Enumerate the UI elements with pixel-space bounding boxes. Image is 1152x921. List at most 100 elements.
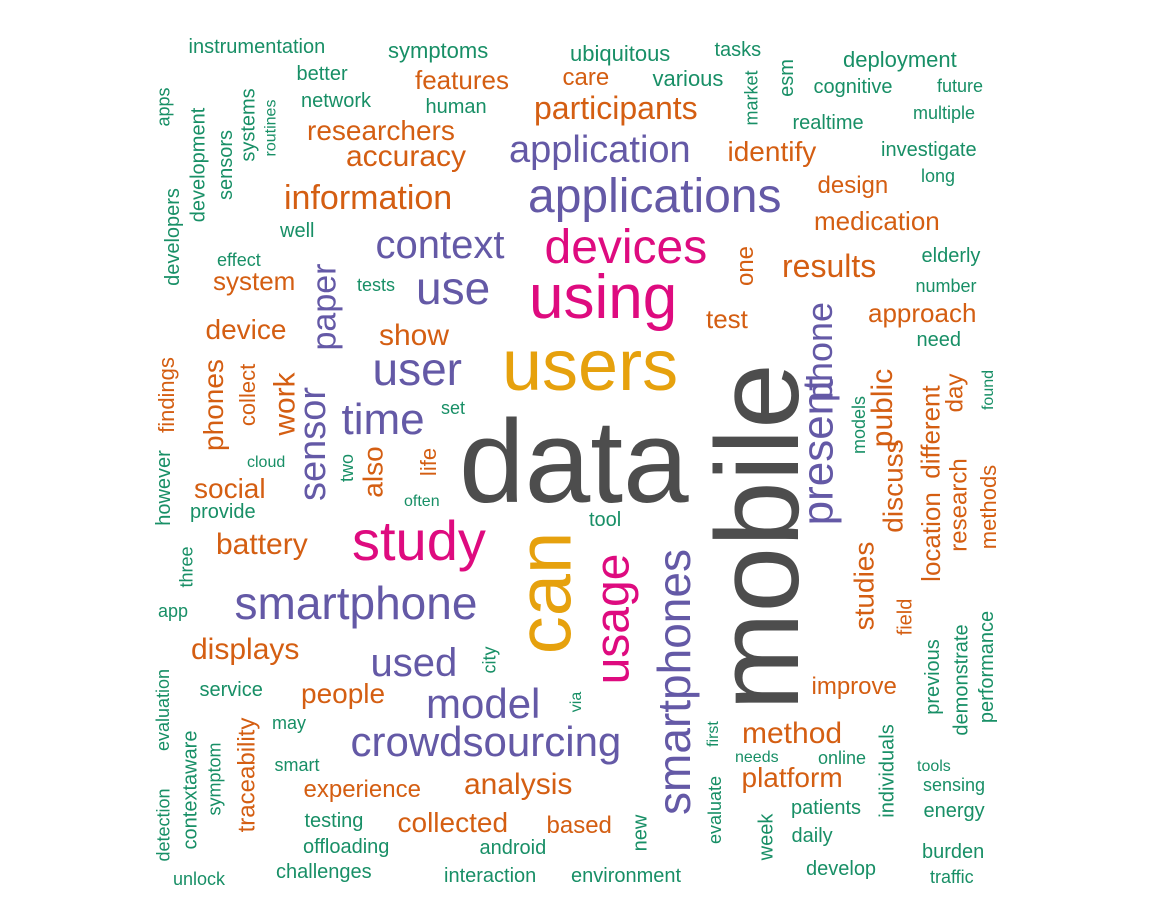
word-public: public bbox=[866, 368, 900, 448]
word-better: better bbox=[296, 63, 348, 85]
word-apps: apps bbox=[153, 87, 174, 127]
word-energy: energy bbox=[923, 800, 985, 822]
word-studies: studies bbox=[847, 541, 879, 631]
word-users: users bbox=[502, 326, 679, 406]
word-can: can bbox=[501, 531, 587, 655]
word-smartphone: smartphone bbox=[234, 577, 478, 629]
word-daily: daily bbox=[791, 825, 833, 847]
word-collected: collected bbox=[397, 807, 509, 838]
word-experience: experience bbox=[303, 776, 421, 803]
word-methods: methods bbox=[976, 464, 1002, 550]
word-evaluation: evaluation bbox=[153, 668, 174, 752]
word-work: work bbox=[268, 372, 302, 436]
word-model: model bbox=[426, 680, 541, 727]
word-participants: participants bbox=[534, 90, 698, 126]
word-features: features bbox=[415, 65, 509, 95]
word-routines: routines bbox=[261, 99, 279, 157]
word-context: context bbox=[375, 223, 505, 267]
word-investigate: investigate bbox=[881, 139, 977, 161]
word-offloading: offloading bbox=[303, 836, 390, 858]
word-environment: environment bbox=[571, 865, 682, 887]
word-usage: usage bbox=[585, 553, 639, 685]
word-challenges: challenges bbox=[276, 861, 372, 883]
word-care: care bbox=[562, 64, 610, 91]
word-people: people bbox=[301, 678, 386, 709]
word-smartphones: smartphones bbox=[647, 549, 700, 815]
word-individuals: individuals bbox=[876, 724, 899, 818]
word-burden: burden bbox=[922, 841, 985, 863]
word-different: different bbox=[915, 385, 946, 479]
word-service: service bbox=[199, 679, 263, 701]
word-device: device bbox=[205, 314, 287, 345]
word-discuss: discuss bbox=[877, 439, 909, 533]
word-provide: provide bbox=[190, 501, 256, 523]
word-field: field bbox=[893, 598, 916, 636]
word-tests: tests bbox=[357, 275, 396, 295]
word-market: market bbox=[741, 70, 762, 126]
word-network: network bbox=[301, 90, 372, 112]
word-systems: systems bbox=[237, 88, 260, 162]
word-app: app bbox=[158, 601, 189, 621]
word-used: used bbox=[370, 641, 458, 685]
word-smart: smart bbox=[274, 755, 320, 775]
word-identify: identify bbox=[727, 136, 817, 167]
word-data: data bbox=[459, 396, 689, 528]
word-findings: findings bbox=[153, 357, 179, 433]
word-results: results bbox=[782, 248, 877, 284]
word-day: day bbox=[940, 373, 968, 413]
word-tools: tools bbox=[917, 758, 951, 775]
word-sensing: sensing bbox=[923, 775, 986, 795]
word-patients: patients bbox=[791, 797, 862, 819]
word-tool: tool bbox=[589, 509, 622, 531]
word-future: future bbox=[937, 76, 984, 96]
word-detection: detection bbox=[153, 788, 174, 862]
word-also: also bbox=[357, 446, 389, 498]
word-traffic: traffic bbox=[930, 867, 974, 887]
word-paper: paper bbox=[304, 263, 343, 351]
word-cognitive: cognitive bbox=[813, 76, 893, 98]
word-phones: phones bbox=[197, 359, 229, 451]
word-crowdsourcing: crowdsourcing bbox=[350, 718, 622, 765]
word-based: based bbox=[546, 812, 612, 839]
word-information: information bbox=[284, 179, 453, 217]
word-instrumentation: instrumentation bbox=[188, 36, 326, 58]
word-demonstrate: demonstrate bbox=[950, 624, 973, 736]
word-first: first bbox=[704, 721, 722, 747]
word-human: human bbox=[425, 96, 487, 118]
word-approach: approach bbox=[868, 298, 977, 328]
word-displays: displays bbox=[191, 633, 300, 666]
word-developers: developers bbox=[161, 188, 184, 286]
word-life: life bbox=[416, 447, 442, 477]
word-symptom: symptom bbox=[204, 742, 225, 816]
word-found: found bbox=[980, 369, 998, 411]
word-use: use bbox=[416, 262, 491, 314]
word-new: new bbox=[628, 814, 651, 852]
word-medication: medication bbox=[814, 206, 940, 236]
word-researchers: researchers bbox=[307, 115, 455, 146]
word-location: location bbox=[915, 492, 946, 582]
word-using: using bbox=[529, 263, 678, 332]
word-city: city bbox=[479, 646, 499, 674]
word-number: number bbox=[915, 276, 977, 296]
word-long: long bbox=[921, 166, 956, 186]
word-tasks: tasks bbox=[714, 39, 762, 61]
word-via: via bbox=[568, 691, 586, 713]
word-online: online bbox=[818, 748, 867, 768]
word-design: design bbox=[817, 172, 889, 199]
word-android: android bbox=[479, 837, 547, 859]
word-three: three bbox=[176, 546, 197, 588]
word-phone: phone bbox=[799, 301, 841, 403]
word-improve: improve bbox=[811, 673, 897, 700]
word-well: well bbox=[280, 220, 315, 242]
word-multiple: multiple bbox=[913, 103, 976, 123]
word-platform: platform bbox=[741, 762, 843, 793]
word-sensors: sensors bbox=[215, 129, 238, 201]
word-symptoms: symptoms bbox=[388, 38, 489, 63]
word-however: however bbox=[152, 450, 175, 526]
word-method: method bbox=[742, 717, 843, 750]
word-battery: battery bbox=[216, 528, 308, 561]
word-elderly: elderly bbox=[921, 245, 981, 267]
word-interaction: interaction bbox=[444, 865, 537, 887]
word-needs: needs bbox=[735, 749, 779, 766]
word-show: show bbox=[379, 319, 450, 352]
